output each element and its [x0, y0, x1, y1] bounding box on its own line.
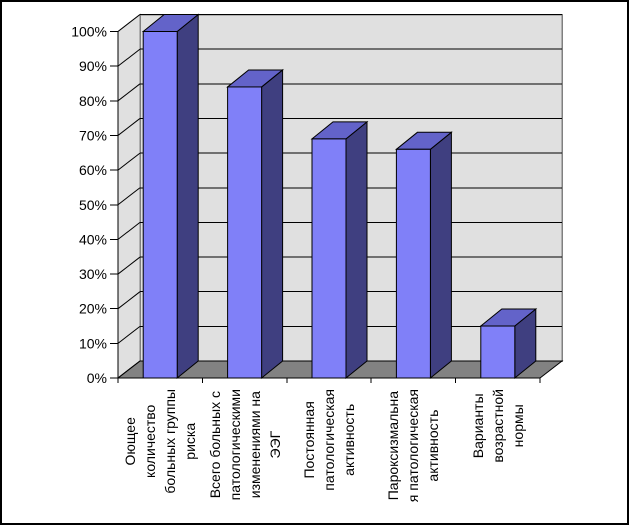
bar-front-face	[311, 138, 347, 379]
bar	[479, 307, 538, 380]
bar	[394, 131, 453, 380]
bar-side-face	[176, 13, 199, 380]
side-wall-gridline	[117, 152, 141, 171]
y-axis-label: 60%	[79, 162, 107, 178]
y-axis-label: 50%	[79, 197, 107, 213]
side-wall-gridline	[117, 187, 141, 206]
bar-front-face	[142, 31, 178, 379]
side-wall-gridline	[117, 222, 141, 240]
side-wall-gridline	[117, 14, 141, 32]
bar-side-face	[345, 120, 368, 380]
y-axis-label: 70%	[79, 127, 107, 143]
bar	[141, 13, 200, 380]
side-wall-gridline	[117, 360, 141, 379]
y-axis-label: 20%	[79, 301, 107, 317]
side-wall-gridline	[117, 325, 141, 344]
bar-front-face	[227, 86, 263, 379]
y-axis-label: 30%	[79, 266, 107, 282]
y-axis-label: 40%	[79, 231, 107, 247]
side-wall-gridline	[117, 83, 141, 102]
bar	[226, 68, 285, 380]
bar-side-face	[261, 68, 284, 380]
side-wall-gridline	[117, 291, 141, 310]
y-axis-label: 100%	[71, 24, 107, 40]
bar	[310, 120, 369, 380]
side-wall-gridline	[117, 48, 141, 67]
y-axis-label: 80%	[79, 93, 107, 109]
bar-side-face	[429, 131, 452, 380]
bar-front-face	[395, 148, 431, 379]
side-wall-gridline	[117, 256, 141, 275]
y-axis-label: 90%	[79, 58, 107, 74]
y-axis-label: 0%	[87, 370, 107, 386]
y-axis-label: 10%	[79, 335, 107, 351]
bar-front-face	[480, 325, 516, 379]
side-wall-gridline	[117, 118, 141, 136]
